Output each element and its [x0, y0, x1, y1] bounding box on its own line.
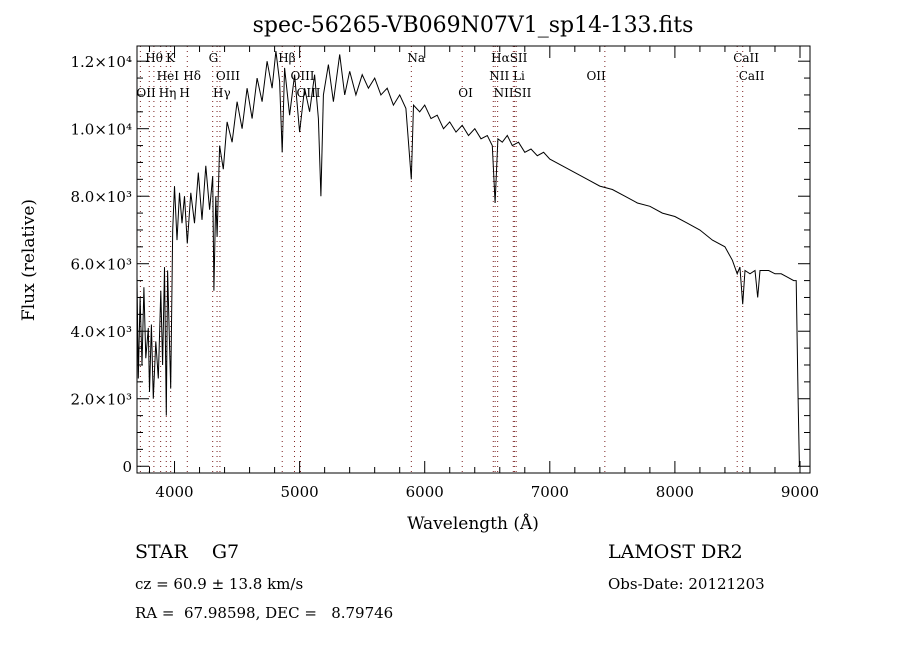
y-tick-label: 0 [122, 458, 132, 476]
marker-label: NII Li [489, 69, 525, 83]
y-tick-label: 1.2×10⁴ [70, 53, 132, 71]
marker-label: OIII [296, 86, 320, 100]
marker-label: OII [136, 86, 156, 100]
y-tick-label: 2.0×10³ [70, 391, 132, 409]
marker-label: K [166, 51, 176, 65]
coordinates: RA = 67.98598, DEC = 8.79746 [135, 604, 394, 622]
marker-label: Hη [159, 86, 177, 100]
x-tick-label: 5000 [281, 483, 319, 501]
marker-label: OIII [216, 69, 240, 83]
marker-label: CaII [733, 51, 759, 65]
spectrum-line [136, 51, 800, 467]
marker-label: HαSII [491, 51, 528, 65]
marker-label: Hθ [145, 51, 163, 65]
x-tick-label: 7000 [531, 483, 569, 501]
plot-frame [136, 45, 811, 474]
marker-label: OI [458, 86, 473, 100]
x-tick-label: 6000 [406, 483, 444, 501]
survey-name: LAMOST DR2 [608, 541, 743, 563]
y-tick-label: 1.0×10⁴ [70, 121, 132, 139]
object-class: STAR G7 [135, 541, 240, 563]
marker-label: NIISII [494, 86, 532, 100]
marker-label: Hδ [183, 69, 201, 83]
y-axis-label: Flux (relative) [19, 199, 39, 321]
marker-label: Na [407, 51, 425, 65]
y-tick-label: 6.0×10³ [70, 256, 132, 274]
marker-label: G [209, 51, 219, 65]
observation-date: Obs-Date: 20121203 [608, 575, 765, 593]
x-tick-label: 8000 [656, 483, 694, 501]
marker-label: OII [586, 69, 606, 83]
axes: 4000 5000 6000 7000 8000 9000 0 2.0×10³ 4.0×10³ 6… [70, 46, 819, 501]
marker-label: H [179, 86, 189, 100]
marker-label: Hβ [278, 51, 295, 65]
redshift-cz: cz = 60.9 ± 13.8 km/s [135, 575, 304, 593]
x-tick-label: 9000 [781, 483, 819, 501]
x-axis-label: Wavelength (Å) [407, 513, 539, 534]
y-tick-label: 4.0×10³ [70, 323, 132, 341]
marker-label: OIII [290, 69, 314, 83]
chart-title: spec-56265-VB069N07V1_sp14-133.fits [253, 13, 694, 38]
x-tick-label: 4000 [155, 483, 193, 501]
marker-label: Hγ [213, 86, 231, 100]
marker-label: HeI [157, 69, 180, 83]
marker-label: CaII [739, 69, 765, 83]
y-tick-label: 8.0×10³ [70, 188, 132, 206]
line-markers: Hθ K G Hβ Na HαSII CaII HeI Hδ OIII OIII NII Li OII C… [136, 46, 765, 473]
